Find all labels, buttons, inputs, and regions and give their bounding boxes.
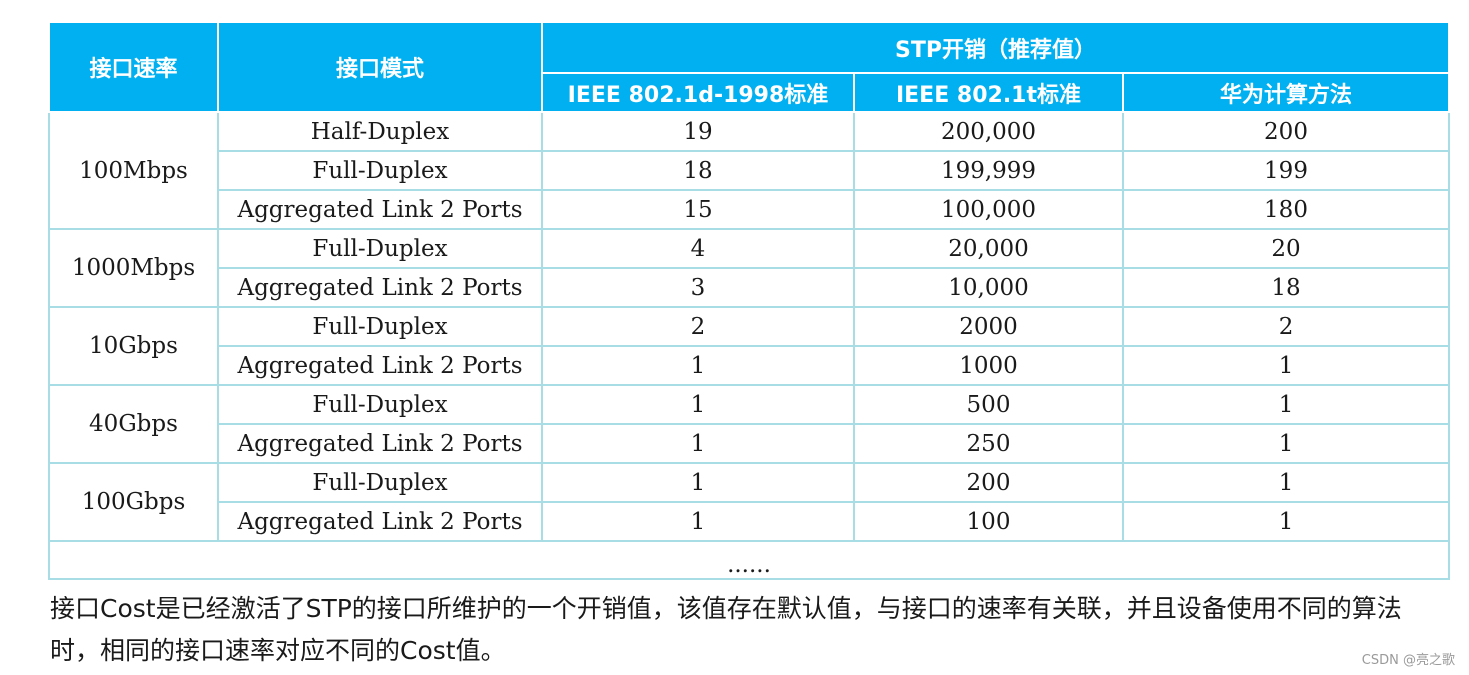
cell-huawei-method: 199 xyxy=(1121,150,1451,191)
cell-ieee-802-1d-1998: 15 xyxy=(541,189,855,230)
cell-ieee-802-1d-1998: 18 xyxy=(541,150,855,191)
cell-ieee-802-1t: 100 xyxy=(853,501,1124,542)
cell-interface-speed: 100Mbps xyxy=(48,111,219,230)
cell-interface-speed: 40Gbps xyxy=(48,384,219,464)
cell-ieee-802-1t: 200 xyxy=(853,462,1124,503)
header-ieee-802-1t: IEEE 802.1t标准 xyxy=(853,72,1124,113)
header-interface-speed: 接口速率 xyxy=(48,21,219,113)
cell-interface-mode: Full-Duplex xyxy=(217,462,543,503)
cell-huawei-method: 180 xyxy=(1121,189,1451,230)
cell-ieee-802-1t: 199,999 xyxy=(853,150,1124,191)
table-row: Full-Duplex 18 199,999 199 xyxy=(49,150,1451,191)
cell-ieee-802-1d-1998: 1 xyxy=(541,501,855,542)
table-row-ellipsis: ...... xyxy=(47,540,1451,580)
cell-huawei-method: 20 xyxy=(1121,228,1451,269)
cell-interface-mode: Full-Duplex xyxy=(217,306,543,347)
cell-huawei-method: 200 xyxy=(1121,111,1451,152)
cell-interface-mode: Full-Duplex xyxy=(217,228,543,269)
cell-interface-mode: Full-Duplex xyxy=(217,384,543,425)
cell-interface-speed: 10Gbps xyxy=(48,306,219,386)
cell-interface-speed: 1000Mbps xyxy=(48,228,219,308)
table-row: Aggregated Link 2 Ports 15 100,000 180 xyxy=(49,189,1451,230)
cell-ieee-802-1d-1998: 2 xyxy=(541,306,855,347)
table-row: 1000Mbps Full-Duplex 4 20,000 20 xyxy=(48,228,1451,308)
cell-ieee-802-1d-1998: 3 xyxy=(541,267,855,308)
cell-huawei-method: 1 xyxy=(1121,345,1451,386)
header-stp-cost-group: STP开销（推荐值） xyxy=(540,21,1451,74)
table-row: 40Gbps Full-Duplex 1 500 1 xyxy=(48,384,1451,464)
cell-ieee-802-1t: 250 xyxy=(853,423,1124,464)
cell-huawei-method: 1 xyxy=(1121,462,1451,503)
cell-ieee-802-1t: 20,000 xyxy=(853,228,1124,269)
cell-ieee-802-1d-1998: 4 xyxy=(541,228,855,269)
cell-huawei-method: 1 xyxy=(1121,384,1451,425)
table-row: Aggregated Link 2 Ports 3 10,000 18 xyxy=(49,267,1451,308)
cell-interface-mode: Half-Duplex xyxy=(217,111,543,152)
cell-ieee-802-1t: 10,000 xyxy=(853,267,1124,308)
cell-interface-mode: Aggregated Link 2 Ports xyxy=(217,267,543,308)
table-row: Aggregated Link 2 Ports 1 250 1 xyxy=(49,423,1451,464)
header-interface-mode: 接口模式 xyxy=(217,21,543,113)
header-ieee-802-1d-1998: IEEE 802.1d-1998标准 xyxy=(541,72,855,113)
cell-huawei-method: 1 xyxy=(1121,501,1451,542)
cell-ieee-802-1t: 100,000 xyxy=(853,189,1124,230)
cell-ieee-802-1t: 500 xyxy=(853,384,1124,425)
cell-ieee-802-1d-1998: 1 xyxy=(541,462,855,503)
cell-ieee-802-1t: 1000 xyxy=(853,345,1124,386)
table-header: 接口速率 接口模式 STP开销（推荐值） IEEE 802.1d-1998标准 … xyxy=(48,21,1451,113)
cell-ieee-802-1d-1998: 1 xyxy=(541,384,855,425)
watermark: CSDN @亮之歌 xyxy=(1361,653,1455,668)
cell-interface-mode: Aggregated Link 2 Ports xyxy=(217,189,543,230)
header-huawei-method: 华为计算方法 xyxy=(1121,72,1451,113)
cell-huawei-method: 1 xyxy=(1121,423,1451,464)
cell-ieee-802-1t: 200,000 xyxy=(853,111,1124,152)
cell-interface-speed: 100Gbps xyxy=(48,462,219,542)
cell-huawei-method: 2 xyxy=(1121,306,1451,347)
description-paragraph: 接口Cost是已经激活了STP的接口所维护的一个开销值，该值存在默认值，与接口的… xyxy=(50,594,1402,665)
table-row: Aggregated Link 2 Ports 1 1000 1 xyxy=(49,345,1451,386)
table-body: 100Mbps Half-Duplex 19 200,000 200 Full-Duple… xyxy=(47,111,1451,580)
ellipsis-cell: ...... xyxy=(47,540,1451,580)
cell-interface-mode: Full-Duplex xyxy=(217,150,543,191)
table-row: 100Mbps Half-Duplex 19 200,000 200 xyxy=(48,111,1451,230)
cell-huawei-method: 18 xyxy=(1121,267,1451,308)
cell-interface-mode: Aggregated Link 2 Ports xyxy=(217,501,543,542)
cell-ieee-802-1d-1998: 19 xyxy=(541,111,855,152)
table-row: Aggregated Link 2 Ports 1 100 1 xyxy=(49,501,1451,542)
cell-interface-mode: Aggregated Link 2 Ports xyxy=(217,345,543,386)
stp-cost-table: 接口速率 接口模式 STP开销（推荐值） IEEE 802.1d-1998标准 … xyxy=(47,21,1451,580)
cell-ieee-802-1d-1998: 1 xyxy=(541,423,855,464)
table-row: 10Gbps Full-Duplex 2 2000 2 xyxy=(48,306,1451,386)
cell-interface-mode: Aggregated Link 2 Ports xyxy=(217,423,543,464)
cell-ieee-802-1d-1998: 1 xyxy=(541,345,855,386)
cell-ieee-802-1t: 2000 xyxy=(853,306,1124,347)
table-row: 100Gbps Full-Duplex 1 200 1 xyxy=(48,462,1451,542)
